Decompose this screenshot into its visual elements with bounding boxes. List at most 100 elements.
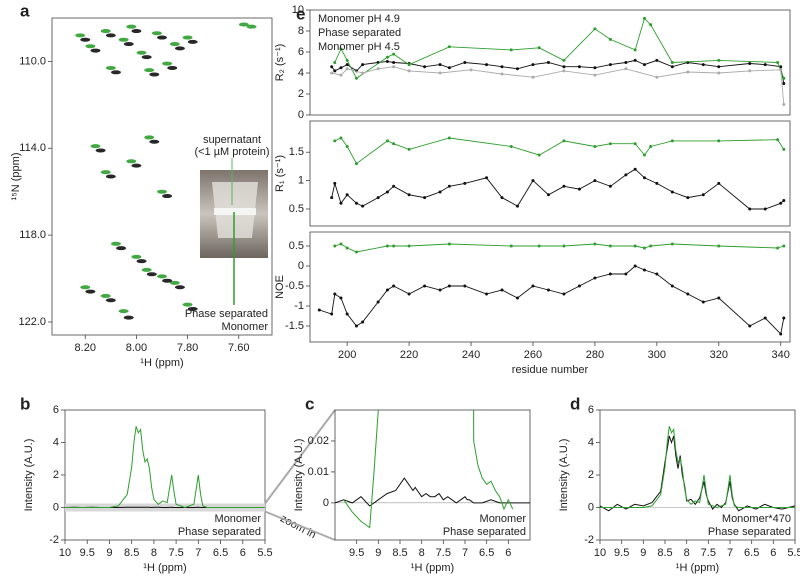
point — [782, 244, 786, 248]
peak — [162, 194, 173, 199]
point — [562, 65, 566, 69]
series-line — [319, 265, 785, 335]
point — [330, 312, 334, 316]
point — [531, 63, 535, 67]
x-tick-label: 280 — [586, 349, 604, 361]
legend-entry: Monomer pH 4.5 — [318, 41, 400, 53]
plot-area — [65, 426, 265, 512]
point — [376, 67, 380, 71]
y-tick-label: 1 — [298, 175, 304, 187]
series-line — [343, 410, 514, 529]
panel-letter: e — [296, 4, 305, 23]
x-tick-label: 8.5 — [124, 547, 139, 559]
peak — [144, 68, 155, 73]
legend-entry: Phase separated — [185, 308, 268, 320]
y-tick-label: 2 — [298, 88, 304, 100]
y-tick-label: 4 — [588, 436, 594, 448]
peak — [131, 29, 142, 34]
point — [345, 63, 349, 67]
peak — [105, 298, 116, 303]
point — [562, 58, 566, 62]
series-line — [331, 66, 785, 105]
point — [423, 284, 427, 288]
point — [447, 136, 451, 140]
point — [392, 65, 396, 69]
legend-entry: Monomer*470 — [722, 513, 791, 525]
point — [562, 69, 566, 73]
point — [642, 63, 646, 67]
point — [776, 138, 780, 142]
point — [345, 193, 349, 197]
legend-entry: Phase separated — [318, 27, 401, 39]
point — [330, 71, 334, 75]
peak — [100, 29, 111, 34]
point — [500, 196, 504, 200]
point — [345, 312, 349, 316]
point — [608, 272, 612, 276]
peak — [123, 42, 134, 47]
peak — [90, 144, 101, 149]
point — [531, 75, 535, 79]
point — [624, 272, 628, 276]
point — [649, 145, 653, 149]
series-line — [334, 137, 785, 165]
point — [782, 316, 786, 320]
y-tick-label: 118.0 — [19, 229, 46, 241]
peak — [75, 33, 86, 38]
y-tick-label: 0 — [298, 260, 304, 272]
x-tick-label: 8.00 — [126, 342, 147, 354]
y-tick-label: 0 — [298, 109, 304, 121]
point — [407, 244, 411, 248]
y-tick-label: 6 — [53, 404, 59, 416]
point — [485, 176, 489, 180]
peak — [144, 135, 155, 140]
y-tick-label: 4 — [53, 436, 59, 448]
point — [670, 242, 674, 246]
x-axis-label: ¹H (ppm) — [140, 357, 183, 369]
point — [562, 184, 566, 188]
point — [717, 71, 721, 75]
x-tick-label: 320 — [710, 349, 728, 361]
x-tick-label: 5.5 — [787, 547, 800, 559]
plot-frame — [309, 231, 791, 343]
point — [624, 173, 628, 177]
y-axis-label: ¹⁵N (ppm) — [10, 153, 22, 201]
series-line — [600, 426, 795, 509]
point — [717, 181, 721, 185]
point — [717, 296, 721, 300]
x-tick-label: 200 — [338, 349, 356, 361]
point — [361, 204, 365, 208]
point — [562, 139, 566, 143]
point — [608, 244, 612, 248]
plot-area — [317, 242, 786, 336]
point — [593, 242, 597, 246]
point — [500, 72, 504, 76]
point — [392, 52, 396, 56]
x-tick-label: 7.5 — [436, 547, 451, 559]
y-tick-label: 0 — [588, 501, 594, 513]
plot-frame — [309, 9, 791, 116]
point — [531, 284, 535, 288]
point — [361, 71, 365, 75]
x-tick-label: 6 — [770, 547, 776, 559]
point — [748, 324, 752, 328]
peak — [149, 72, 160, 77]
point — [670, 190, 674, 194]
point — [655, 272, 659, 276]
point — [423, 65, 427, 69]
annotation: zoom in — [278, 513, 318, 542]
y-tick-label: 6 — [588, 404, 594, 416]
point — [385, 244, 389, 248]
point — [361, 320, 365, 324]
y-tick-label: 122.0 — [18, 316, 46, 328]
point — [633, 142, 637, 146]
point — [670, 284, 674, 288]
peak — [151, 31, 162, 36]
point — [782, 82, 786, 85]
point — [345, 145, 349, 149]
x-tick-label: 6.5 — [479, 547, 494, 559]
x-axis-label: ¹H (ppm) — [143, 562, 186, 574]
point — [333, 181, 337, 185]
